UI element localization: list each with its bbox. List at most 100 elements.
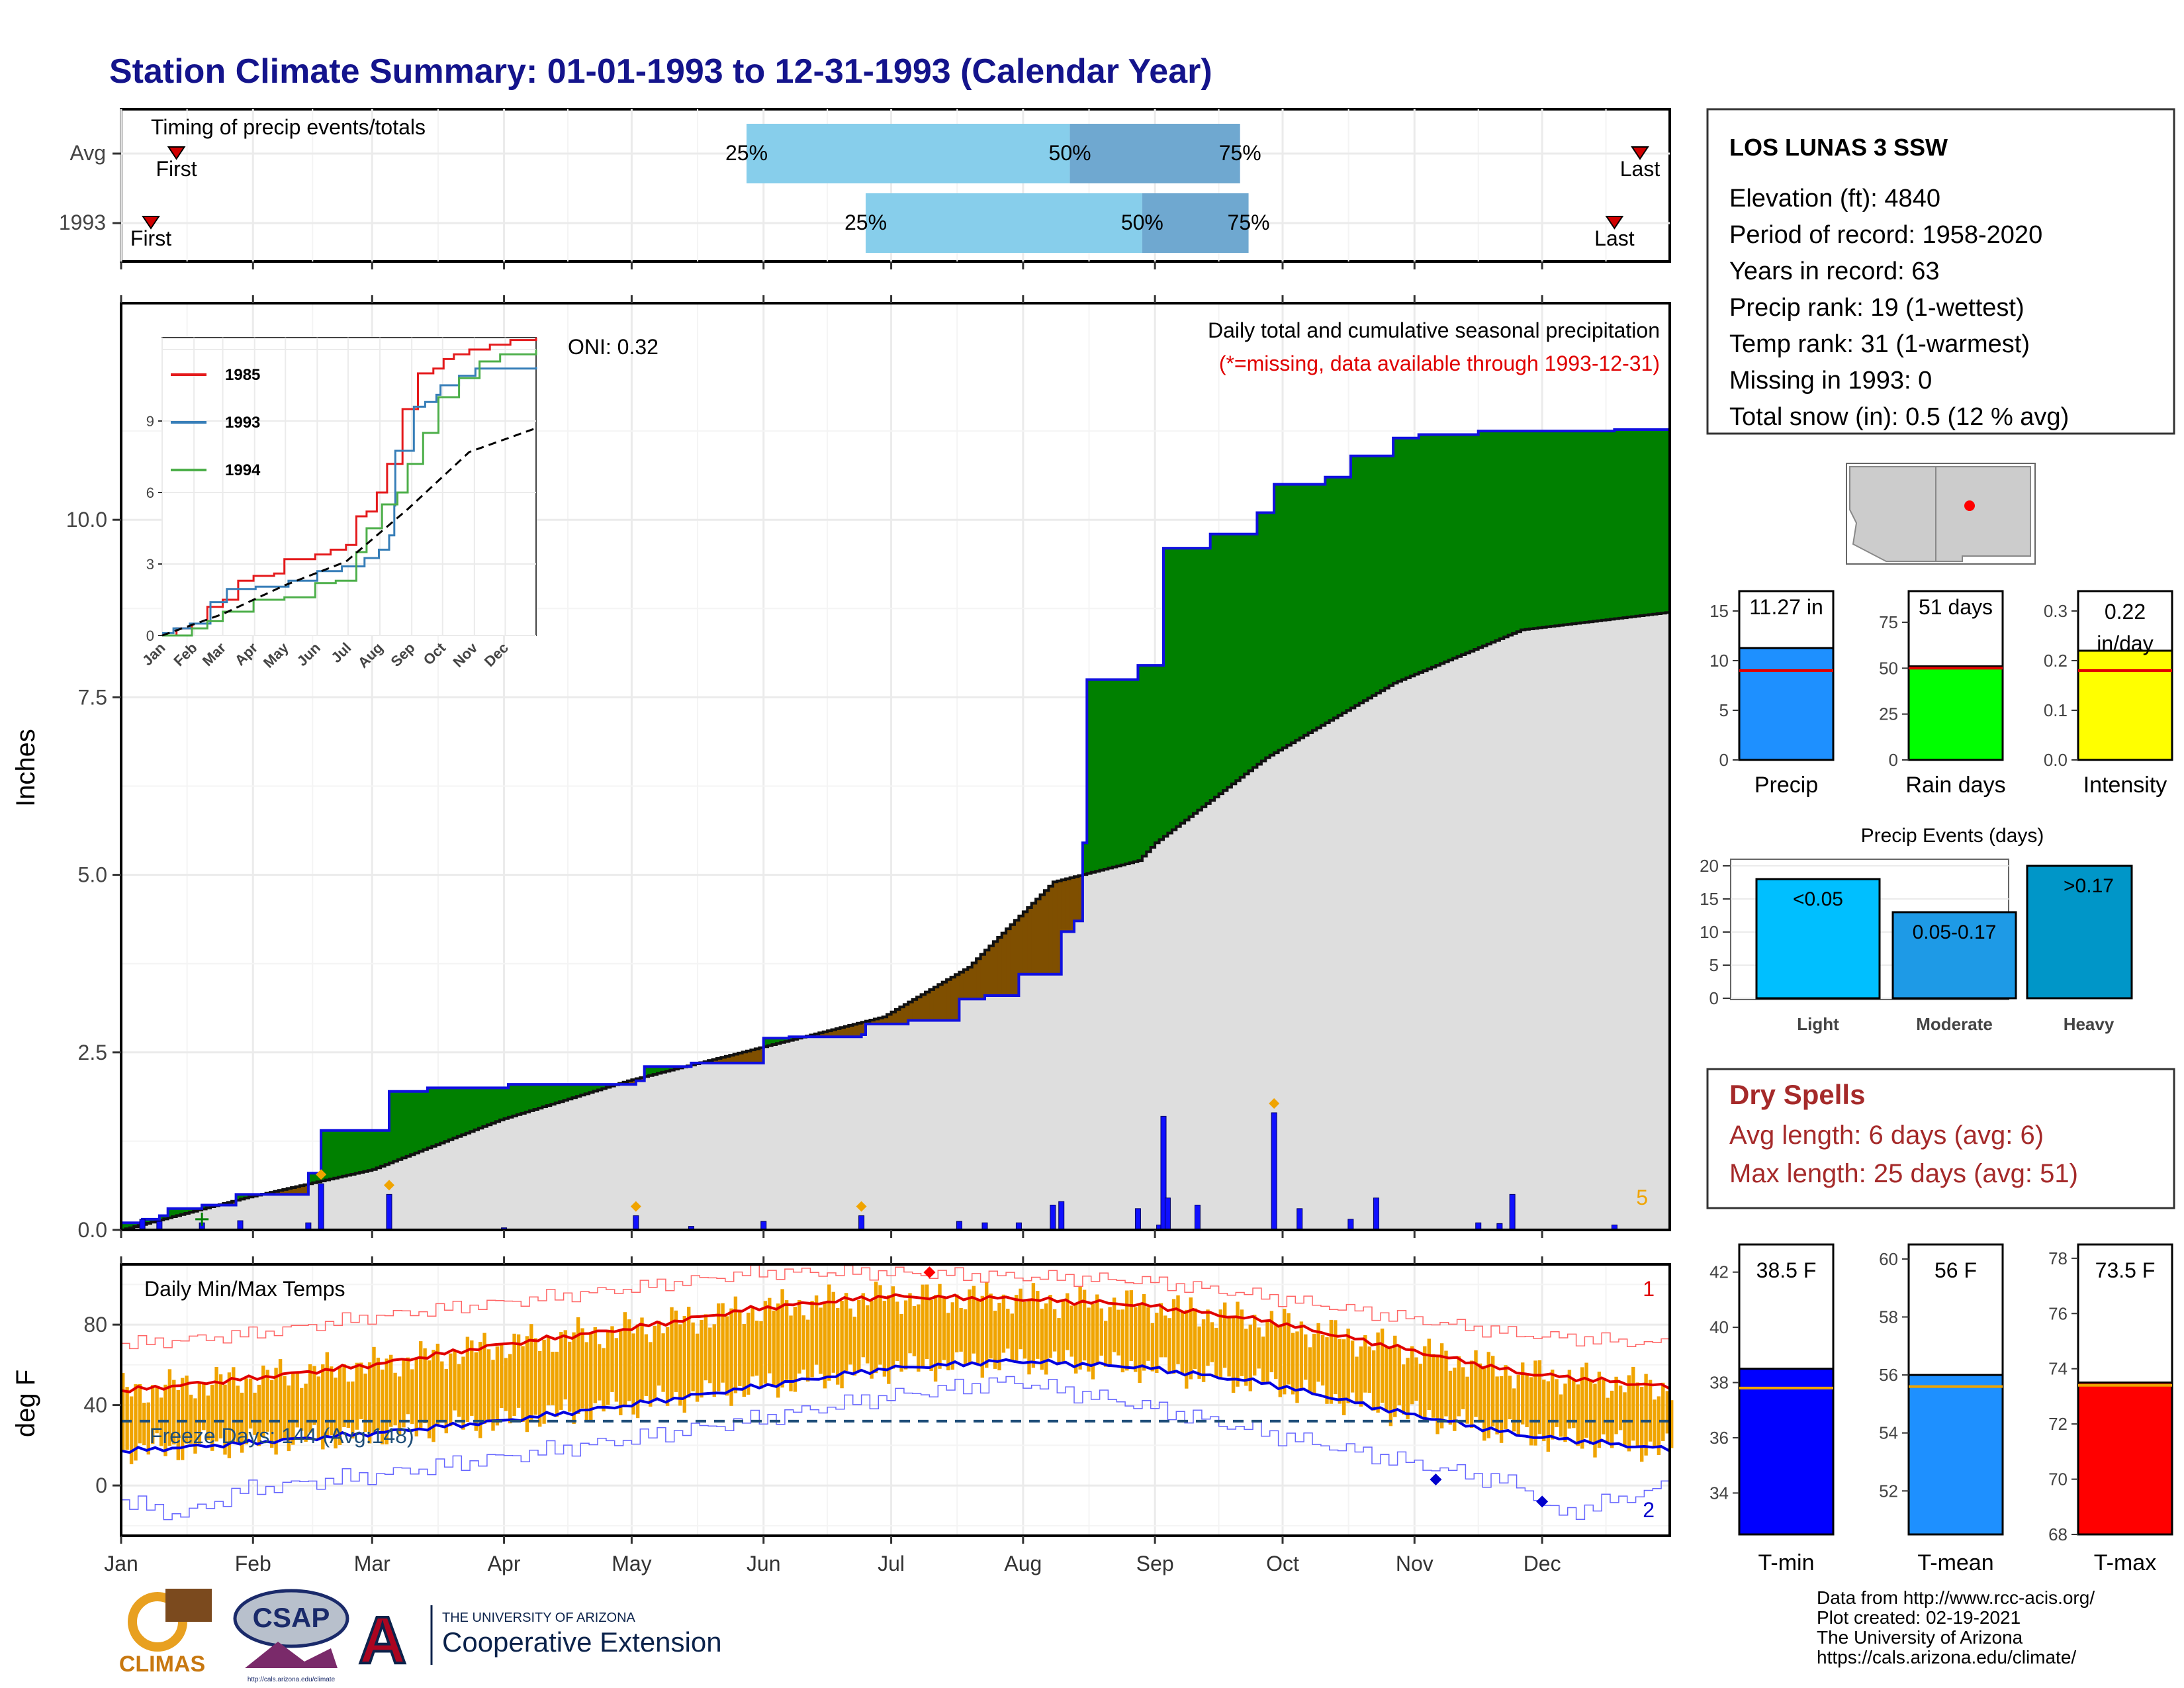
above-average-fill	[457, 1088, 462, 1137]
daily-temp-range-bar	[308, 1364, 312, 1433]
daily-temp-range-bar	[1533, 1360, 1537, 1446]
above-average-fill	[525, 1084, 530, 1112]
daily-temp-range-bar	[1325, 1337, 1329, 1404]
daily-temp-range-bar	[627, 1319, 631, 1401]
above-average-fill	[1227, 534, 1232, 788]
below-average-fill	[908, 1002, 913, 1021]
inset-lines	[161, 338, 537, 637]
temp-bar-y-tick-label: 56	[1879, 1365, 1898, 1385]
above-average-fill	[1329, 477, 1334, 721]
above-average-fill	[1299, 484, 1304, 738]
heavy-event-marker	[630, 1201, 641, 1212]
daily-temp-range-bar	[572, 1332, 576, 1424]
below-average-fill	[968, 967, 973, 1000]
above-average-fill	[1614, 430, 1619, 619]
timing-row-label: 1993	[59, 211, 106, 234]
month-tick-label: Dec	[1524, 1552, 1561, 1575]
daily-precip-bar	[1373, 1197, 1379, 1231]
above-average-fill	[1457, 434, 1462, 657]
temp-bar-y-tick-label: 76	[2048, 1303, 2068, 1323]
above-average-fill	[568, 1084, 572, 1100]
below-average-fill	[232, 1201, 237, 1205]
above-average-fill	[1661, 430, 1666, 614]
below-average-fill	[921, 994, 926, 1021]
above-average-fill	[1551, 431, 1555, 627]
mini-bar-y-tick-label: 50	[1879, 658, 1898, 678]
climas-wordmark: CLIMAS	[119, 1652, 205, 1677]
daily-precip-bar	[1297, 1208, 1303, 1231]
daily-temp-range-bar	[831, 1291, 835, 1373]
temp-bar-label: T-mean	[1917, 1550, 1993, 1575]
above-average-fill	[330, 1130, 334, 1180]
ua-bottom-text: Cooperative Extension	[442, 1626, 722, 1658]
daily-temp-range-bar	[1044, 1303, 1048, 1375]
mini-bar-value-label: 0.22	[2105, 600, 2146, 624]
above-average-fill	[1189, 548, 1194, 817]
daily-temp-range-bar	[1618, 1385, 1623, 1430]
daily-temp-range-bar	[993, 1311, 997, 1369]
above-average-fill	[504, 1088, 509, 1119]
below-average-fill	[1048, 886, 1054, 974]
daily-temp-range-bar	[1393, 1335, 1397, 1417]
mini-bar-y-tick-label: 0.0	[2044, 750, 2068, 770]
above-average-fill	[521, 1084, 526, 1113]
below-average-fill	[751, 1050, 756, 1063]
daily-temp-range-bar	[181, 1378, 185, 1460]
daily-temp-range-bar	[708, 1327, 712, 1383]
daily-temp-range-bar	[1469, 1360, 1474, 1429]
precip-y-axis: 0.0 2.5 5.0 7.5 10.0	[66, 508, 121, 1242]
above-average-fill	[784, 1038, 790, 1042]
daily-temp-range-bar	[142, 1403, 146, 1446]
above-average-fill	[1376, 455, 1381, 693]
above-average-fill	[125, 1223, 130, 1229]
ua-logo: A THE UNIVERSITY OF ARIZONA Cooperative …	[357, 1602, 722, 1679]
daily-temp-range-bar	[963, 1309, 968, 1366]
below-average-fill	[993, 941, 998, 996]
temperature-bar-charts: 34 36 38 40 42 38.5 F T-min 52 54 56 58 60 56 F T-mea…	[1709, 1243, 2173, 1575]
daily-temp-range-bar	[878, 1285, 882, 1365]
daily-temp-range-bar	[772, 1310, 776, 1385]
above-average-fill	[440, 1088, 445, 1143]
daily-temp-range-bar	[367, 1362, 372, 1444]
dry-spells-box: Dry Spells Avg length: 6 days (avg: 6) M…	[1706, 1068, 2175, 1209]
above-average-fill	[1504, 431, 1509, 637]
above-average-fill	[1269, 512, 1275, 755]
daily-temp-range-bar	[857, 1299, 861, 1372]
below-average-fill	[823, 1031, 828, 1037]
daily-temp-range-bar	[1432, 1354, 1435, 1418]
daily-temp-range-bar	[814, 1295, 819, 1365]
daily-temp-range-bar	[419, 1341, 423, 1428]
daily-temp-range-bar	[1231, 1316, 1236, 1393]
below-average-fill	[1036, 899, 1041, 974]
below-average-fill	[857, 1023, 862, 1037]
timing-q75-label: 75%	[1219, 141, 1261, 165]
daily-temp-range-bar	[1512, 1388, 1516, 1432]
record-max-line	[121, 1264, 1670, 1350]
daily-temp-range-bar	[1453, 1368, 1457, 1431]
month-tick-label: Feb	[235, 1552, 271, 1575]
above-average-fill	[495, 1088, 500, 1122]
above-average-fill	[1423, 434, 1428, 671]
below-average-fill	[1052, 882, 1058, 974]
daily-temp-range-bar	[444, 1368, 448, 1434]
below-average-fill	[933, 987, 938, 1021]
temp-panel: 0 40 80 deg F Daily Min/Max Temps Freeze D…	[11, 1263, 1674, 1537]
daily-temp-range-bar	[891, 1286, 895, 1369]
daily-temp-range-bar	[1159, 1303, 1163, 1358]
daily-temp-range-bar	[1150, 1323, 1155, 1372]
daily-temp-range-bar	[717, 1303, 721, 1391]
daily-temp-range-bar	[197, 1382, 202, 1444]
daily-temp-range-bar	[1134, 1307, 1138, 1372]
last-event-marker	[1605, 216, 1624, 230]
daily-precip-bar	[318, 1183, 324, 1231]
temp-bar-y-tick-label: 36	[1709, 1428, 1729, 1448]
below-average-fill	[946, 979, 952, 1021]
month-tick-label: May	[612, 1552, 651, 1575]
daily-temp-range-bar	[1363, 1335, 1367, 1393]
temp-bar-y-tick-label: 52	[1879, 1481, 1898, 1501]
below-average-fill	[1019, 915, 1024, 974]
below-average-fill	[1057, 880, 1062, 974]
above-average-fill	[1410, 438, 1415, 677]
below-average-fill	[754, 1049, 760, 1063]
above-average-fill	[1274, 484, 1279, 753]
